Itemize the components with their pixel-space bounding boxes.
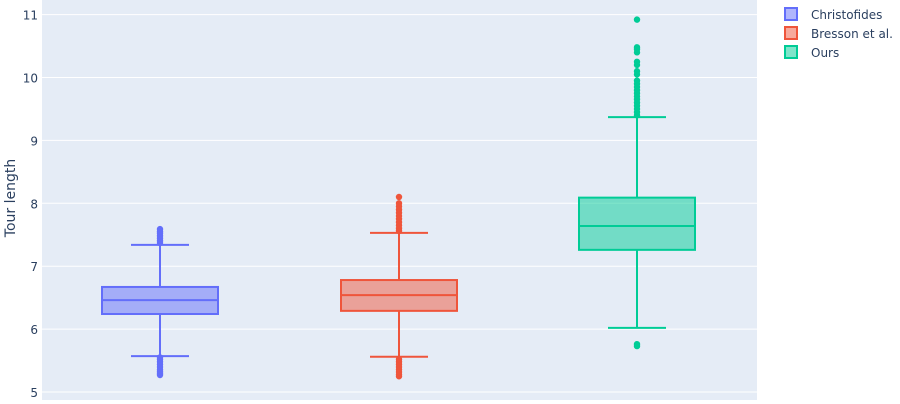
legend-item[interactable]: Bresson et al. — [784, 26, 893, 41]
outlier-point — [633, 44, 641, 51]
y-tick-label: 11 — [23, 9, 38, 23]
outlier-point — [633, 340, 641, 348]
iqr-box — [578, 196, 696, 251]
outlier-point — [156, 354, 164, 361]
outlier-point — [156, 225, 164, 233]
legend-label: Christofides — [811, 8, 882, 22]
outlier-point — [633, 68, 641, 75]
y-tick-label: 5 — [30, 386, 38, 400]
outlier-point — [395, 200, 403, 207]
outlier-point — [633, 58, 641, 65]
outlier-point — [633, 77, 641, 84]
outlier-point — [395, 193, 403, 201]
y-tick-label: 6 — [30, 323, 38, 337]
y-tick-label: 10 — [23, 72, 38, 86]
legend-swatch — [784, 7, 798, 21]
legend-swatch — [784, 26, 798, 40]
legend-label: Ours — [811, 46, 839, 60]
legend-label: Bresson et al. — [811, 27, 893, 41]
outlier-point — [633, 16, 641, 23]
box-ours — [578, 16, 696, 350]
box-christofides — [101, 225, 219, 379]
legend-item[interactable]: Christofides — [784, 7, 882, 22]
y-tick-label: 9 — [30, 134, 38, 148]
outlier-point — [395, 356, 403, 363]
y-axis-label: Tour length — [3, 159, 19, 238]
y-tick-label: 7 — [30, 260, 38, 274]
legend-swatch — [784, 45, 798, 59]
legend-item[interactable]: Ours — [784, 45, 839, 60]
box-bresson-et-al- — [340, 193, 458, 380]
y-tick-label: 8 — [30, 197, 38, 211]
